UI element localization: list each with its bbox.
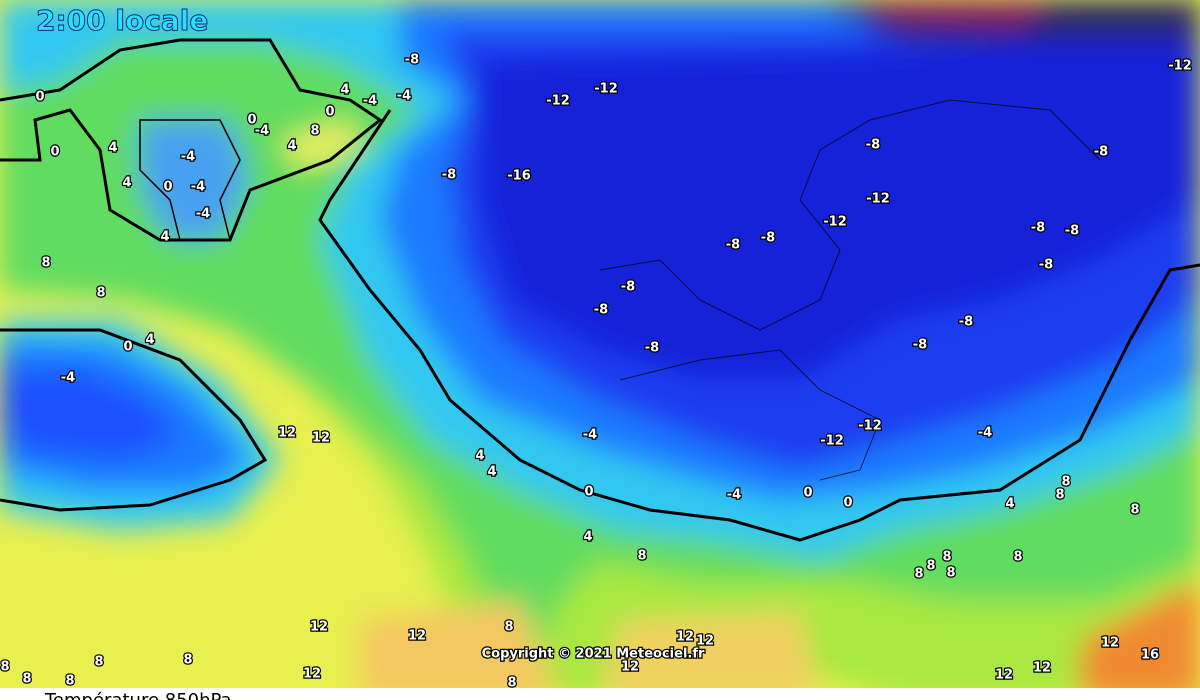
isotherm-label: 8 <box>41 256 50 271</box>
isotherm-label: 8 <box>1055 488 1064 503</box>
isotherm-label: -8 <box>959 315 973 330</box>
isotherm-label: -4 <box>191 180 205 195</box>
isotherm-label: 4 <box>475 449 484 464</box>
isotherm-label: -12 <box>546 94 570 109</box>
isotherm-label: 0 <box>163 180 172 195</box>
isotherm-label: 4 <box>1005 497 1014 512</box>
isotherm-zero <box>318 109 1200 542</box>
isotherm-label: -8 <box>761 231 775 246</box>
isotherm-label: -4 <box>61 371 75 386</box>
isotherm-label: -8 <box>1039 258 1053 273</box>
isotherm-label: 12 <box>303 667 321 682</box>
isotherm-label: -8 <box>913 338 927 353</box>
isotherm-label: 8 <box>22 672 31 687</box>
isotherm-label: 12 <box>1101 636 1119 651</box>
isotherm-label: -4 <box>978 426 992 441</box>
isotherm-label: -8 <box>405 53 419 68</box>
isotherm-label: -8 <box>1094 145 1108 160</box>
isotherm-label: -8 <box>594 303 608 318</box>
isotherm-label: -8 <box>442 168 456 183</box>
isotherm-label: 8 <box>1061 475 1070 490</box>
isotherm-label: 0 <box>843 496 852 511</box>
isotherm-label: 4 <box>145 333 154 348</box>
isotherm-label: 8 <box>310 124 319 139</box>
isotherm-label: 12 <box>621 660 639 675</box>
isotherm-label: 4 <box>160 230 169 245</box>
caption-bar <box>0 688 1200 700</box>
isotherm-label: -12 <box>866 192 890 207</box>
isotherm-label: -4 <box>255 124 269 139</box>
copyright: Copyright © 2021 Meteociel.fr <box>482 647 705 662</box>
isotherm-label: 4 <box>340 83 349 98</box>
isotherm-label: 4 <box>108 141 117 156</box>
isotherm-label: 0 <box>803 486 812 501</box>
isotherm-label: 8 <box>914 567 923 582</box>
isotherm-label: 12 <box>310 620 328 635</box>
isotherm-label: 8 <box>96 286 105 301</box>
isotherm-label: 0 <box>247 113 256 128</box>
isotherm-label: 12 <box>676 630 694 645</box>
isotherm-label: 0 <box>584 485 593 500</box>
isotherm-label: 0 <box>123 340 132 355</box>
isotherm-label: 12 <box>696 634 714 649</box>
isotherm-label: 0 <box>50 145 59 160</box>
isotherm-label: -4 <box>363 94 377 109</box>
isotherm-label: -16 <box>507 169 531 184</box>
isotherm-label: -8 <box>1031 221 1045 236</box>
isotherm-label: 8 <box>1130 503 1139 518</box>
isotherm-label: 12 <box>1033 661 1051 676</box>
isotherm-label: -4 <box>727 488 741 503</box>
isotherm-label: -8 <box>1065 224 1079 239</box>
isotherm-label: 12 <box>278 426 296 441</box>
isotherm-label: 12 <box>995 668 1013 683</box>
isotherm-label: -12 <box>858 419 882 434</box>
isotherm-label: 0 <box>35 90 44 105</box>
isotherm-label: -4 <box>397 89 411 104</box>
isotherm-label: -12 <box>820 434 844 449</box>
isotherm-label: -12 <box>823 215 847 230</box>
isotherm-label: -12 <box>1168 59 1192 74</box>
isotherm-label: 8 <box>65 674 74 689</box>
isotherm-label: -8 <box>866 138 880 153</box>
isotherm-label: 8 <box>1013 550 1022 565</box>
isotherm-label: 16 <box>1141 648 1159 663</box>
isotherm-label: -8 <box>621 280 635 295</box>
coastline <box>599 99 1101 481</box>
isotherm-label: 4 <box>487 465 496 480</box>
isotherm-label: 8 <box>926 559 935 574</box>
isotherm-zero <box>0 328 268 512</box>
isotherm-label: 4 <box>583 530 592 545</box>
isotherm-label: 12 <box>312 431 330 446</box>
isotherm-zero <box>0 38 383 242</box>
isotherm-label: 8 <box>94 655 103 670</box>
isotherm-label: 4 <box>287 139 296 154</box>
isotherm-label: 0 <box>325 105 334 120</box>
isotherm-label: 8 <box>0 660 9 675</box>
caption: Température 850hPa <box>44 690 232 700</box>
coastline <box>139 119 241 241</box>
isotherm-label: 8 <box>504 620 513 635</box>
isotherm-label: 8 <box>942 550 951 565</box>
time-label: 2:00 locale <box>36 4 208 37</box>
isotherm-label: 4 <box>122 176 131 191</box>
isotherm-label: -8 <box>726 238 740 253</box>
isotherm-label: -4 <box>181 150 195 165</box>
isotherm-label: -8 <box>645 341 659 356</box>
isotherm-label: 8 <box>637 549 646 564</box>
isotherm-label: -4 <box>583 428 597 443</box>
isotherm-label: -4 <box>196 207 210 222</box>
isotherm-label: 8 <box>183 653 192 668</box>
isotherm-label: -12 <box>594 82 618 97</box>
isotherm-label: 8 <box>507 676 516 691</box>
isotherm-label: 12 <box>408 629 426 644</box>
isotherm-label: 8 <box>946 566 955 581</box>
